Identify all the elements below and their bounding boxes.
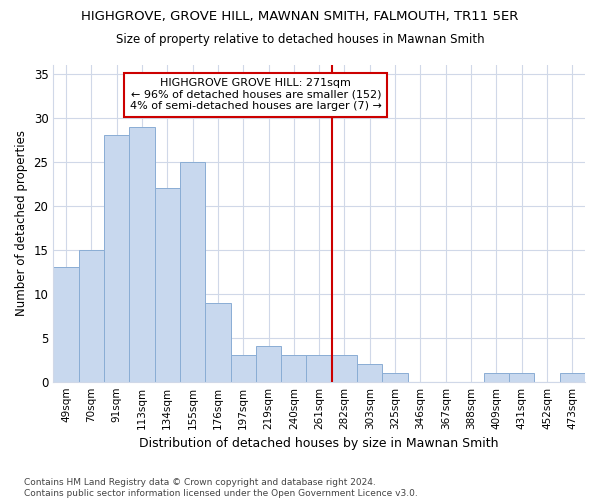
Bar: [560, 373, 585, 382]
Bar: [230, 356, 256, 382]
Y-axis label: Number of detached properties: Number of detached properties: [15, 130, 28, 316]
X-axis label: Distribution of detached houses by size in Mawnan Smith: Distribution of detached houses by size …: [139, 437, 499, 450]
Text: HIGHGROVE GROVE HILL: 271sqm
← 96% of detached houses are smaller (152)
4% of se: HIGHGROVE GROVE HILL: 271sqm ← 96% of de…: [130, 78, 382, 112]
Bar: [79, 250, 104, 382]
Text: Contains HM Land Registry data © Crown copyright and database right 2024.
Contai: Contains HM Land Registry data © Crown c…: [24, 478, 418, 498]
Bar: [382, 373, 408, 382]
Bar: [307, 356, 332, 382]
Bar: [53, 268, 79, 382]
Bar: [357, 364, 382, 382]
Text: HIGHGROVE, GROVE HILL, MAWNAN SMITH, FALMOUTH, TR11 5ER: HIGHGROVE, GROVE HILL, MAWNAN SMITH, FAL…: [82, 10, 518, 23]
Bar: [509, 373, 535, 382]
Bar: [332, 356, 357, 382]
Text: Size of property relative to detached houses in Mawnan Smith: Size of property relative to detached ho…: [116, 32, 484, 46]
Bar: [281, 356, 307, 382]
Bar: [104, 136, 129, 382]
Bar: [155, 188, 180, 382]
Bar: [180, 162, 205, 382]
Bar: [129, 126, 155, 382]
Bar: [484, 373, 509, 382]
Bar: [205, 302, 230, 382]
Bar: [256, 346, 281, 382]
